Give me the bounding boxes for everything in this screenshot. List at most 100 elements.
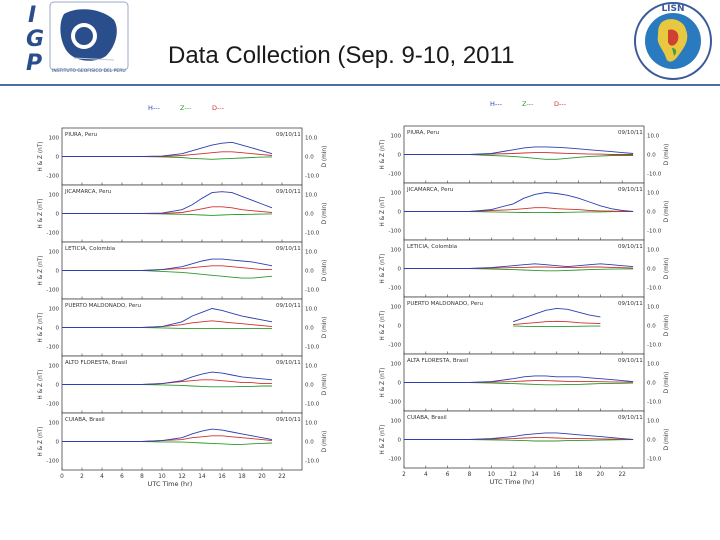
- y-tick-left: -100: [389, 172, 402, 178]
- y-tick-right: -10.0: [647, 343, 662, 349]
- legend-entry-h: H---: [148, 104, 161, 112]
- y-tick-right: 0.0: [305, 269, 314, 275]
- date-label: 09/10/11: [276, 132, 301, 138]
- svg-text:P: P: [26, 51, 42, 76]
- y-tick-left: 100: [49, 421, 60, 427]
- y-tick-left: -100: [47, 345, 60, 351]
- panel-3: LETICIA, Colombia 09/10/11 100 0 -100 10.0 0.0…: [380, 239, 670, 298]
- y-tick-right: 0.0: [305, 383, 314, 389]
- y-tick-left: 0: [56, 326, 60, 332]
- y-tick-right: 10.0: [647, 248, 660, 254]
- y-tick-left: 100: [49, 193, 60, 199]
- y-tick-left: 100: [49, 136, 60, 142]
- y-tick-left: -100: [389, 229, 402, 235]
- series-line-h: [404, 263, 634, 269]
- series-line-h: [512, 307, 601, 323]
- slide-header: I G P INSTITUTO GEOFISICO DEL PERU Data …: [0, 0, 720, 88]
- y-tick-left: 100: [391, 419, 402, 425]
- igp-logo: I G P INSTITUTO GEOFISICO DEL PERU: [26, 1, 129, 76]
- magnetometer-figure: H--- Z--- D---PIURA, Peru 09/10/111000-1001…: [30, 88, 672, 524]
- station-label: ALTA FLORESTA, Brasil: [407, 358, 469, 364]
- x-tick-label: 4: [424, 472, 428, 478]
- y-tick-right: 10.0: [305, 307, 318, 313]
- station-label: PUERTO MALDONADO, Peru: [65, 303, 141, 309]
- date-label: 09/10/11: [276, 360, 301, 366]
- station-label: LETICIA, Colombia: [65, 246, 115, 252]
- y-axis-title-left: H & Z (nT): [380, 139, 386, 169]
- y-axis-title-left: H & Z (nT): [38, 255, 44, 285]
- y-axis-title-right: D (min): [322, 431, 328, 453]
- x-tick-label: 16: [553, 472, 561, 478]
- y-axis-title-left: H & Z (nT): [38, 141, 44, 171]
- y-tick-left: 0: [398, 381, 402, 387]
- x-tick-label: 12: [509, 472, 517, 478]
- panel-5: ALTO FLORESTA, Brasil 09/10/11 100 0 -100 10.…: [38, 355, 328, 414]
- series-line-h: [62, 428, 273, 442]
- x-axis-title: UTC Time (hr): [148, 480, 193, 488]
- x-tick-label: 20: [258, 474, 266, 480]
- date-label: 09/10/11: [618, 415, 643, 421]
- series-line-z: [513, 325, 601, 328]
- panel-2: JICAMARCA, Peru 09/10/11 100 0 -100 10.0 0.0 -1…: [38, 184, 328, 243]
- series-line-h: [62, 191, 273, 214]
- y-tick-left: -100: [389, 343, 402, 349]
- station-label: LETICIA, Colombia: [407, 244, 457, 250]
- legend-entry-d: D---: [212, 104, 225, 112]
- series-line-h: [62, 371, 273, 385]
- x-tick-label: 18: [238, 474, 246, 480]
- panel-6: CUIABA, Brasil 09/10/11 100 0 -100 10.0 0.0 -10…: [38, 412, 328, 471]
- y-tick-left: 0: [398, 267, 402, 273]
- header-rule: [0, 84, 720, 86]
- date-label: 09/10/11: [276, 417, 301, 423]
- station-label: PUERTO MALDONADO, Peru: [407, 301, 483, 307]
- x-tick-label: 6: [120, 474, 124, 480]
- panel-1: PIURA, Peru 09/10/11 100 0 -100 10.0 0.0 -10.0 H…: [380, 125, 670, 184]
- y-tick-left: 0: [398, 153, 402, 159]
- x-tick-label: 20: [597, 472, 605, 478]
- date-label: 09/10/11: [618, 301, 643, 307]
- date-label: 09/10/11: [276, 246, 301, 252]
- y-axis-title-left: H & Z (nT): [380, 253, 386, 283]
- y-tick-right: 0.0: [305, 212, 314, 218]
- y-tick-left: 0: [56, 212, 60, 218]
- y-axis-title-right: D (min): [664, 372, 670, 394]
- y-tick-right: 0.0: [647, 267, 656, 273]
- y-axis-title-right: D (min): [664, 258, 670, 280]
- y-axis-title-right: D (min): [664, 429, 670, 451]
- y-tick-right: 10.0: [305, 136, 318, 142]
- y-tick-left: 0: [56, 155, 60, 161]
- series-line-h: [404, 192, 634, 212]
- y-axis-title-right: D (min): [322, 317, 328, 339]
- y-tick-left: -100: [47, 174, 60, 180]
- y-tick-right: -10.0: [305, 174, 320, 180]
- y-tick-left: 0: [56, 269, 60, 275]
- y-axis-title-right: D (min): [322, 374, 328, 396]
- y-tick-right: 0.0: [305, 440, 314, 446]
- y-tick-right: -10.0: [305, 288, 320, 294]
- y-axis-title-left: H & Z (nT): [38, 312, 44, 342]
- y-tick-right: -10.0: [647, 229, 662, 235]
- y-tick-left: -100: [47, 459, 60, 465]
- y-tick-left: 100: [391, 134, 402, 140]
- y-tick-right: -10.0: [305, 459, 320, 465]
- y-axis-title-left: H & Z (nT): [38, 369, 44, 399]
- y-tick-right: 10.0: [305, 250, 318, 256]
- x-tick-label: 10: [158, 474, 166, 480]
- y-tick-right: 0.0: [647, 381, 656, 387]
- svg-text:I: I: [28, 3, 36, 28]
- y-tick-right: -10.0: [647, 286, 662, 292]
- x-tick-label: 18: [575, 472, 583, 478]
- legend-entry-z: Z---: [180, 104, 192, 112]
- y-tick-left: 100: [391, 362, 402, 368]
- date-label: 09/10/11: [276, 303, 301, 309]
- y-tick-left: 100: [391, 191, 402, 197]
- x-tick-label: 6: [446, 472, 450, 478]
- date-label: 09/10/11: [618, 187, 643, 193]
- y-tick-right: 0.0: [305, 155, 314, 161]
- date-label: 09/10/11: [276, 189, 301, 195]
- x-tick-label: 4: [100, 474, 104, 480]
- panel-5: ALTA FLORESTA, Brasil 09/10/11 100 0 -100 10.…: [380, 353, 670, 412]
- station-label: JICAMARCA, Peru: [64, 189, 111, 195]
- series-line-h: [62, 258, 273, 271]
- y-tick-right: 0.0: [647, 438, 656, 444]
